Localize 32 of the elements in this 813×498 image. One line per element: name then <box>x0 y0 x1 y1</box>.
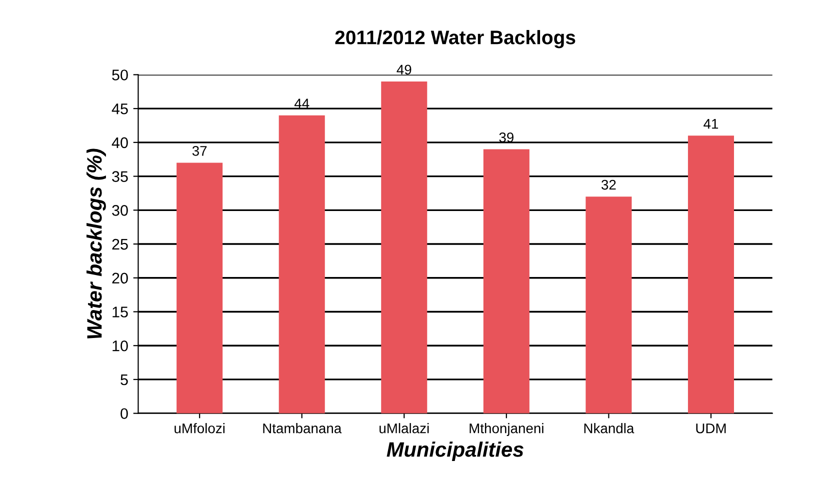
y-tick-label: 20 <box>112 272 128 284</box>
x-tick-label: uMlalazi <box>380 423 429 434</box>
y-tick-label: 0 <box>120 408 128 420</box>
y-tick-label: 45 <box>112 104 128 114</box>
data-label: 32 <box>602 180 616 190</box>
x-axis-title: Municipalities <box>386 442 524 461</box>
bar <box>586 196 632 414</box>
x-tick-label: Nkandla <box>584 423 634 434</box>
data-label: 41 <box>704 119 718 129</box>
y-axis-title: Water backlogs (%) <box>86 148 106 338</box>
bar <box>688 136 734 414</box>
data-label: 49 <box>396 64 412 75</box>
bar <box>483 149 530 414</box>
bar <box>381 81 428 414</box>
x-tick-label: UDM <box>696 424 726 434</box>
data-label: 44 <box>294 98 310 108</box>
y-tick-label: 15 <box>112 306 128 318</box>
y-tick-label: 5 <box>120 374 128 386</box>
bar <box>176 162 223 414</box>
x-tick-label: uMfolozi <box>174 423 225 434</box>
y-tick-label: 50 <box>112 70 128 80</box>
y-tick-label: 10 <box>112 340 128 352</box>
y-tick-label: 40 <box>112 137 128 148</box>
chart-title: 2011/2012 Water Backlogs <box>335 30 576 48</box>
data-label: 39 <box>499 132 514 142</box>
bar <box>278 115 325 414</box>
y-tick-label: 35 <box>112 171 128 182</box>
y-tick-label: 25 <box>112 238 128 250</box>
x-tick-label: Ntambanana <box>263 423 342 434</box>
x-tick-label: Mthonjaneni <box>470 423 544 436</box>
y-tick-label: 30 <box>112 205 128 216</box>
data-label: 37 <box>192 146 207 156</box>
